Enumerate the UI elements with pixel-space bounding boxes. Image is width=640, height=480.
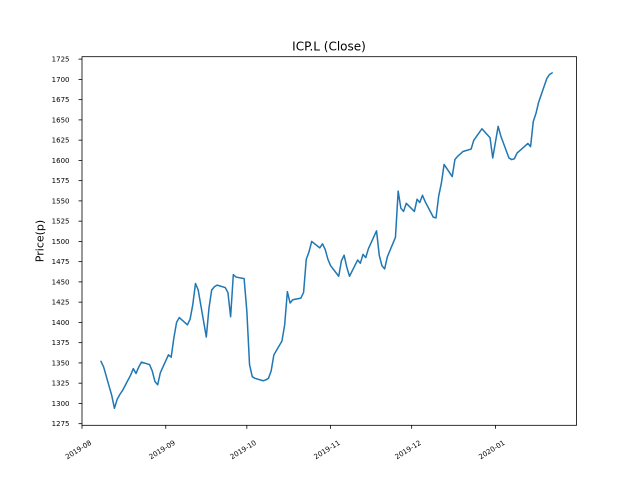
- y-tick-label: 1700: [52, 76, 70, 84]
- x-tick-label: 2019-11: [313, 439, 342, 461]
- y-tick-label: 1725: [52, 56, 70, 64]
- y-tick-label: 1575: [52, 177, 70, 185]
- plot-area: [81, 56, 577, 426]
- y-tick-label: 1300: [52, 400, 70, 408]
- y-tick-label: 1500: [52, 238, 70, 246]
- price-line: [100, 72, 553, 410]
- x-tick-label: 2019-12: [394, 439, 423, 461]
- y-axis: 1275 1300 1325 1350 1375 1400 1425 1450 1475 1500…: [52, 56, 82, 428]
- y-tick-label: 1325: [52, 380, 70, 388]
- y-tick-label: 1425: [52, 299, 70, 307]
- chart-title: ICP.L (Close): [292, 40, 366, 54]
- x-axis: 2019-08 2019-09 2019-10 2019-11 2019-12 2020-…: [64, 425, 506, 461]
- y-tick-label: 1350: [52, 359, 70, 367]
- y-tick-label: 1525: [52, 218, 70, 226]
- y-tick-label: 1600: [52, 157, 70, 165]
- y-tick-label: 1675: [52, 96, 70, 104]
- x-tick-label: 2019-10: [229, 439, 258, 461]
- plot-border: [81, 56, 577, 426]
- x-tick-label: 2019-08: [64, 439, 93, 461]
- y-tick-label: 1275: [52, 420, 70, 428]
- y-tick-label: 1625: [52, 137, 70, 145]
- y-axis-label: Price(p): [34, 220, 47, 262]
- y-tick-label: 1450: [52, 278, 70, 286]
- x-tick-label: 2019-09: [148, 439, 177, 461]
- y-tick-label: 1475: [52, 258, 70, 266]
- y-tick-label: 1550: [52, 197, 70, 205]
- y-tick-label: 1375: [52, 339, 70, 347]
- y-tick-label: 1650: [52, 116, 70, 124]
- y-tick-label: 1400: [52, 319, 70, 327]
- x-tick-label: 2020-01: [477, 439, 506, 461]
